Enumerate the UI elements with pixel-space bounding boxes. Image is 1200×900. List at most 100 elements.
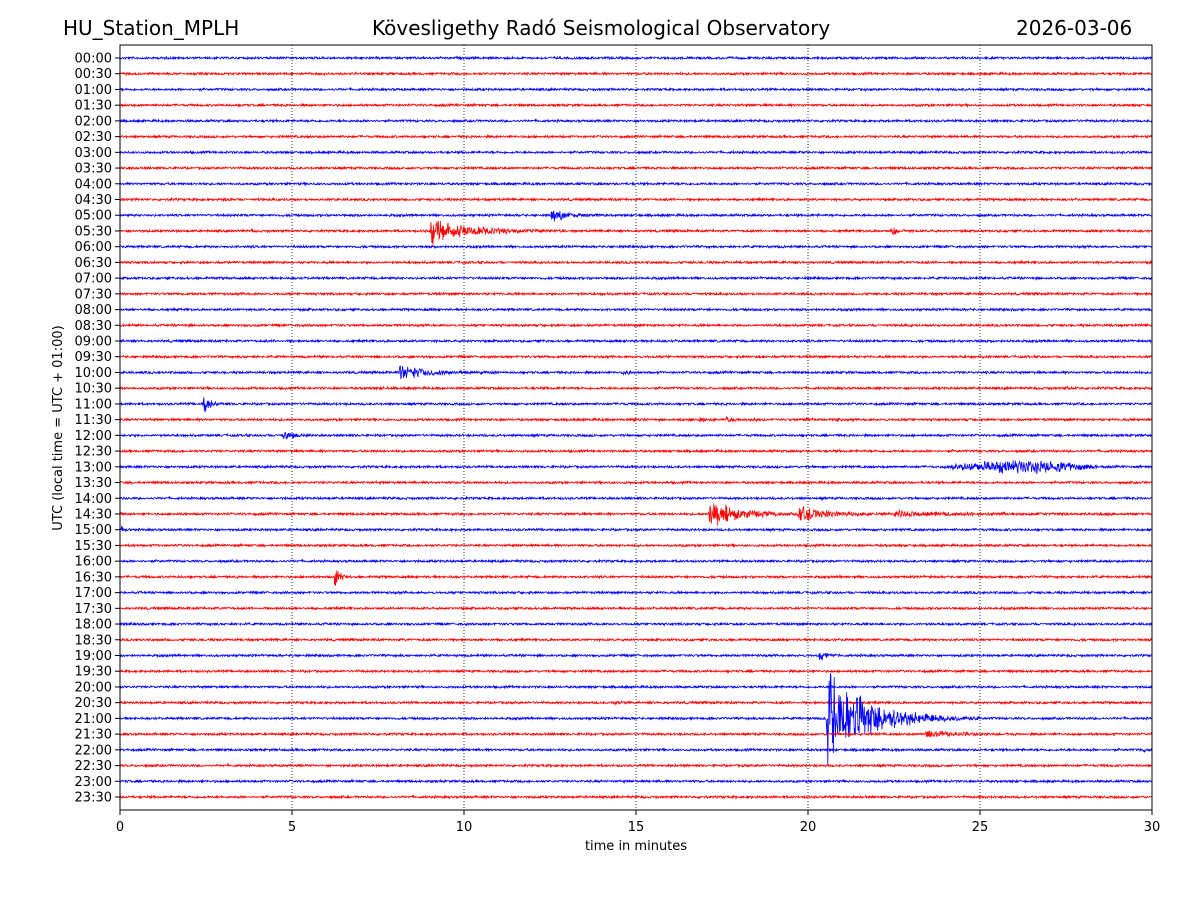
y-tick-label: 21:00: [75, 712, 112, 727]
x-tick-label: 15: [628, 820, 645, 835]
chart-title: Kövesligethy Radó Seismological Observat…: [372, 16, 831, 40]
x-axis-label: time in minutes: [585, 839, 687, 854]
trace-2100: [119, 673, 1153, 767]
y-tick-label: 01:00: [75, 83, 112, 98]
trace-1030: [119, 385, 1153, 392]
y-axis-label: UTC (local time = UTC + 01:00): [51, 325, 66, 530]
trace-1230: [119, 448, 1153, 454]
y-tick-label: 16:00: [75, 555, 112, 570]
trace-1330: [119, 479, 1153, 486]
trace-0130: [119, 102, 1153, 109]
y-tick-label: 06:30: [75, 256, 112, 271]
y-tick-label: 03:00: [75, 146, 112, 161]
trace-1630: [119, 570, 1153, 586]
trace-0200: [119, 118, 1153, 124]
y-tick-label: 12:00: [75, 429, 112, 444]
y-tick-label: 00:00: [75, 52, 112, 67]
y-tick-label: 02:30: [75, 130, 112, 145]
trace-0800: [119, 306, 1153, 313]
y-tick-label: 18:00: [75, 618, 112, 633]
y-tick-label: 15:00: [75, 523, 112, 538]
y-tick-label: 12:30: [75, 445, 112, 460]
y-tick-label: 11:00: [75, 397, 112, 412]
y-tick-label: 01:30: [75, 99, 112, 114]
trace-2000: [119, 684, 1153, 690]
trace-1600: [119, 558, 1153, 564]
trace-1930: [119, 668, 1153, 674]
trace-1300: [119, 459, 1153, 475]
y-tick-label: 14:30: [75, 507, 112, 522]
station-name: HU_Station_MPLH: [63, 16, 240, 40]
y-tick-label: 10:30: [75, 382, 112, 397]
y-tick-label: 14:00: [75, 492, 112, 507]
trace-2230: [119, 762, 1153, 769]
y-tick-label: 17:30: [75, 602, 112, 617]
trace-0430: [119, 196, 1153, 203]
y-tick-label: 16:30: [75, 570, 112, 585]
trace-1700: [119, 589, 1153, 596]
y-tick-label: 19:00: [75, 649, 112, 664]
chart-date: 2026-03-06: [1016, 16, 1133, 40]
y-tick-label: 21:30: [75, 728, 112, 743]
y-tick-label: 17:00: [75, 586, 112, 601]
y-tick-label: 20:30: [75, 696, 112, 711]
y-tick-label: 03:30: [75, 162, 112, 177]
trace-2300: [119, 778, 1153, 785]
trace-1830: [119, 637, 1153, 643]
y-tick-label: 22:00: [75, 743, 112, 758]
y-tick-label: 00:30: [75, 67, 112, 82]
y-tick-label: 04:00: [75, 177, 112, 192]
y-tick-label: 22:30: [75, 759, 112, 774]
trace-2030: [119, 699, 1153, 706]
y-tick-label: 18:30: [75, 633, 112, 648]
y-tick-label: 13:00: [75, 460, 112, 475]
trace-0100: [119, 86, 1153, 93]
y-tick-label: 09:30: [75, 350, 112, 365]
trace-1800: [119, 621, 1153, 627]
y-tick-label: 23:30: [75, 791, 112, 806]
x-tick-label: 30: [1144, 820, 1161, 835]
x-tick-label: 5: [288, 820, 296, 835]
y-tick-label: 05:00: [75, 209, 112, 224]
y-tick-label: 19:30: [75, 665, 112, 680]
trace-1100: [119, 397, 1153, 412]
trace-0700: [119, 275, 1153, 281]
trace-0400: [119, 181, 1153, 187]
trace-2330: [119, 794, 1153, 800]
y-tick-label: 04:30: [75, 193, 112, 208]
trace-0530: [119, 220, 1153, 245]
trace-1500: [119, 525, 1152, 533]
y-tick-label: 15:30: [75, 539, 112, 554]
trace-1400: [119, 495, 1153, 502]
trace-2130: [119, 730, 1153, 738]
y-tick-label: 06:00: [75, 240, 112, 255]
trace-1530: [119, 542, 1153, 549]
y-tick-label: 09:00: [75, 335, 112, 350]
trace-2200: [119, 747, 1153, 754]
trace-0730: [119, 291, 1153, 297]
trace-1200: [119, 431, 1153, 440]
trace-1730: [119, 605, 1153, 612]
trace-0900: [119, 338, 1153, 344]
y-tick-label: 05:30: [75, 224, 112, 239]
trace-0500: [119, 210, 1152, 222]
trace-1000: [119, 365, 1153, 380]
trace-0830: [119, 322, 1152, 328]
y-tick-label: 11:30: [75, 413, 112, 428]
trace-1900: [119, 652, 1153, 661]
trace-1130: [119, 416, 1153, 423]
y-tick-label: 07:30: [75, 287, 112, 302]
y-tick-label: 08:00: [75, 303, 112, 318]
trace-0630: [120, 259, 1153, 266]
y-tick-label: 10:00: [75, 366, 112, 381]
trace-0930: [119, 354, 1153, 360]
y-tick-label: 20:00: [75, 680, 112, 695]
x-tick-label: 25: [972, 820, 989, 835]
y-tick-label: 13:30: [75, 476, 112, 491]
x-tick-label: 20: [800, 820, 817, 835]
trace-0600: [119, 244, 1153, 250]
trace-0300: [119, 149, 1153, 156]
y-tick-label: 08:30: [75, 319, 112, 334]
trace-1430: [119, 503, 1153, 526]
